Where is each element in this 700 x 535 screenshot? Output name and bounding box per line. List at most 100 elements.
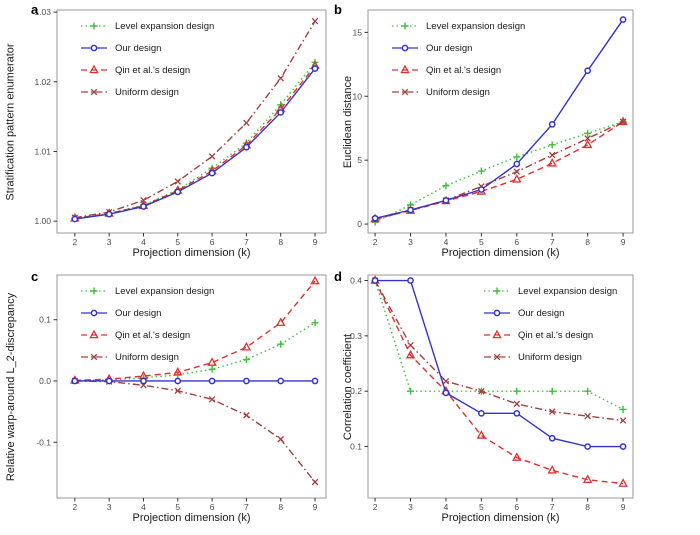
marker-triangle-icon bbox=[207, 357, 217, 366]
legend-label: Level expansion design bbox=[518, 286, 617, 297]
panel-d: 0.1 0.2 0.3 0.4 2 3 4 5 6 7 8 9 Level expansion desi… bbox=[334, 268, 700, 535]
y-tick-label: 1.02 bbox=[34, 77, 51, 87]
marker-circle-icon bbox=[407, 206, 414, 214]
y-tick-label: 1.03 bbox=[34, 7, 51, 17]
plot-panel-border bbox=[56, 274, 327, 499]
legend-entry-qin-et-al-s-design: Qin et al.'s design bbox=[484, 329, 593, 341]
x-axis-title-b: Projection dimension (k) bbox=[441, 247, 560, 259]
marker-x-icon bbox=[619, 118, 627, 126]
x-tick-label: 6 bbox=[514, 237, 519, 247]
marker-x-icon bbox=[513, 400, 521, 408]
marker-circle-icon bbox=[584, 67, 592, 75]
marker-circle-icon bbox=[105, 377, 113, 385]
y-axis-title-c: Relative warp-around L_2-discrepancy bbox=[5, 292, 18, 481]
series-line-our-design bbox=[74, 68, 316, 220]
marker-circle-icon bbox=[493, 309, 501, 317]
x-tick-label: 9 bbox=[313, 502, 318, 512]
marker-x-icon bbox=[311, 478, 319, 486]
y-tick-label: 0.0 bbox=[39, 376, 51, 386]
x-axis-title-a: Projection dimension (k) bbox=[132, 247, 251, 259]
marker-plus-icon bbox=[493, 287, 501, 295]
series-line-level-expansion-design bbox=[374, 280, 624, 411]
marker-plus-icon bbox=[584, 129, 592, 137]
series-line-uniform-design bbox=[74, 380, 316, 483]
marker-circle-icon bbox=[478, 186, 485, 193]
y-tick-label: 1.01 bbox=[34, 146, 51, 156]
marker-plus-icon bbox=[442, 182, 450, 190]
marker-triangle-icon bbox=[476, 430, 487, 439]
legend-label: Qin et al.'s design bbox=[115, 65, 190, 76]
marker-circle-icon bbox=[208, 377, 216, 385]
marker-triangle-icon bbox=[492, 329, 502, 339]
marker-x-icon bbox=[584, 412, 591, 420]
y-tick-label: 0.1 bbox=[39, 315, 51, 325]
x-tick-label: 9 bbox=[621, 502, 626, 512]
legend-entry-level-expansion-design: Level expansion design bbox=[484, 286, 617, 297]
x-tick-label: 6 bbox=[210, 237, 215, 247]
x-tick-label: 4 bbox=[444, 237, 449, 247]
marker-x-icon bbox=[513, 168, 521, 175]
x-tick-label: 6 bbox=[210, 502, 215, 512]
marker-x-icon bbox=[584, 135, 591, 142]
chart-b-svg: 0 5 10 15 2 3 4 5 6 7 8 9 Level expansion design Our … bbox=[353, 9, 634, 247]
marker-circle-icon bbox=[619, 443, 627, 450]
x-tick-label: 7 bbox=[244, 237, 249, 247]
marker-triangle-icon bbox=[547, 464, 557, 474]
marker-x-icon bbox=[548, 408, 556, 415]
legend-entry-uniform-design: Uniform design bbox=[484, 352, 582, 363]
series-line-uniform-design bbox=[374, 280, 624, 422]
marker-circle-icon bbox=[90, 44, 98, 52]
marker-plus-icon bbox=[513, 153, 521, 161]
legend: Level expansion design Our design Qin et a… bbox=[392, 21, 525, 98]
marker-circle-icon bbox=[371, 214, 379, 222]
plot-panel-border bbox=[367, 9, 634, 234]
panel-letter-a: a bbox=[31, 2, 39, 17]
marker-x-icon bbox=[277, 75, 284, 82]
x-tick-label: 8 bbox=[278, 237, 283, 247]
chart-c-svg: -0.1 0.0 0.1 2 3 4 5 6 7 8 9 Level expansion design… bbox=[36, 274, 327, 512]
marker-circle-icon bbox=[71, 377, 79, 385]
marker-x-icon bbox=[243, 412, 250, 419]
legend-entry-level-expansion-design: Level expansion design bbox=[81, 286, 214, 297]
marker-triangle-icon bbox=[400, 64, 410, 74]
legend-entry-our-design: Our design bbox=[81, 308, 161, 319]
legend-label: Qin et al.'s design bbox=[518, 330, 593, 341]
marker-x-icon bbox=[208, 153, 216, 160]
y-axis-title-b: Euclidean distance bbox=[342, 75, 354, 168]
legend-label: Level expansion design bbox=[115, 286, 214, 297]
legend-entry-uniform-design: Uniform design bbox=[392, 87, 490, 98]
marker-triangle-icon bbox=[241, 341, 252, 351]
marker-triangle-icon bbox=[512, 173, 522, 183]
marker-triangle-icon bbox=[618, 116, 628, 126]
marker-circle-icon bbox=[584, 443, 592, 450]
panel-letter-b: b bbox=[334, 2, 342, 17]
y-axis-title-c-wrap: Relative warp-around L_2-discrepancy bbox=[4, 275, 18, 498]
x-tick-label: 2 bbox=[72, 502, 77, 512]
marker-circle-icon bbox=[243, 377, 250, 385]
marker-circle-icon bbox=[548, 121, 556, 128]
x-tick-label: 8 bbox=[278, 502, 283, 512]
x-tick-label: 5 bbox=[479, 237, 484, 247]
legend: Level expansion design Our design Qin et a… bbox=[484, 286, 617, 363]
legend-entry-our-design: Our design bbox=[392, 43, 472, 54]
plot-panel-border bbox=[367, 274, 634, 499]
series-line-level-expansion-design bbox=[374, 121, 624, 223]
legend-label: Uniform design bbox=[115, 352, 179, 363]
x-tick-label: 9 bbox=[313, 237, 318, 247]
marker-circle-icon bbox=[548, 434, 556, 442]
series-line-our-design bbox=[375, 279, 624, 448]
x-tick-label: 6 bbox=[514, 502, 519, 512]
y-tick-label: 0 bbox=[357, 219, 362, 229]
x-tick-label: 3 bbox=[408, 237, 413, 247]
x-tick-label: 3 bbox=[107, 237, 112, 247]
legend-label: Level expansion design bbox=[426, 21, 525, 32]
x-tick-label: 4 bbox=[444, 502, 449, 512]
x-tick-label: 4 bbox=[141, 502, 146, 512]
legend-entry-level-expansion-design: Level expansion design bbox=[392, 21, 525, 32]
x-tick-label: 7 bbox=[550, 237, 555, 247]
marker-circle-icon bbox=[442, 389, 450, 397]
x-tick-label: 9 bbox=[621, 237, 626, 247]
series-line-qin-et-al-s-design bbox=[374, 280, 624, 485]
marker-circle-icon bbox=[140, 377, 147, 385]
legend-label: Uniform design bbox=[115, 87, 179, 98]
